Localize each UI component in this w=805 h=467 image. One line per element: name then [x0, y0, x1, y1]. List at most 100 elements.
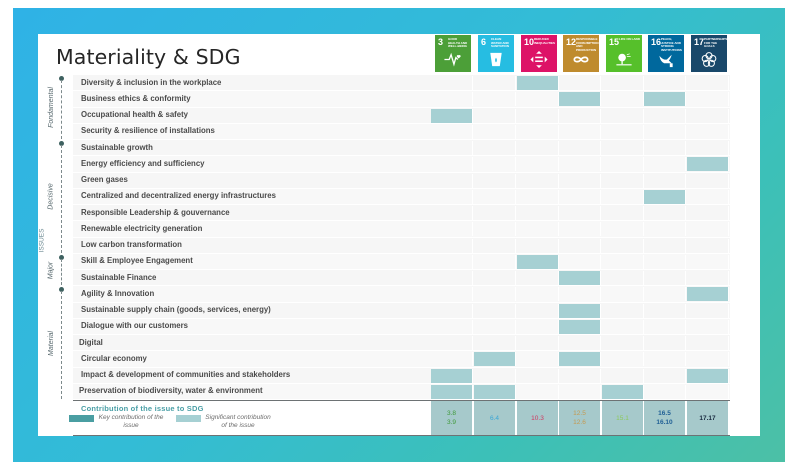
contribution-cell-sdg-16 [644, 173, 686, 188]
issue-row: Sustainable supply chain (goods, service… [73, 302, 730, 319]
contribution-cell-sdg-10 [517, 108, 559, 123]
sdg-caption: Partnerships for the goals [704, 37, 727, 48]
contribution-cell-sdg-10 [517, 336, 559, 350]
issue-row: Occupational health & safety [73, 107, 730, 124]
issue-label: Circular economy [81, 353, 147, 363]
contribution-cell-sdg-12 [559, 352, 601, 367]
sdg-17-tile: 17 Partnerships for the goals [691, 35, 727, 72]
issue-label: Diversity & inclusion in the workplace [81, 77, 222, 87]
contribution-cell-sdg-3 [431, 238, 473, 253]
contribution-cell-sdg-6 [474, 368, 516, 383]
contribution-cell-sdg-3 [431, 287, 473, 302]
contribution-cell-sdg-12 [559, 287, 601, 302]
contribution-cell-sdg-3 [431, 271, 473, 285]
issue-label: Agility & Innovation [81, 288, 155, 298]
contribution-cell-sdg-3 [431, 368, 473, 383]
sdg-number: 15 [609, 37, 620, 47]
contribution-cell-sdg-15 [602, 352, 644, 367]
sdg-number: 12 [566, 37, 577, 47]
dove-icon [659, 54, 673, 68]
contribution-cell-sdg-15 [602, 173, 644, 188]
contribution-cell-sdg-15 [602, 368, 644, 383]
contribution-cell-sdg-15 [602, 76, 644, 90]
flower-rings-icon [701, 52, 717, 67]
contribution-cell-sdg-3 [431, 303, 473, 318]
contribution-cell-sdg-10 [517, 238, 559, 253]
target-value: 12.6 [573, 419, 586, 426]
contribution-cell-sdg-12 [559, 206, 601, 220]
contribution-cell-sdg-6 [474, 319, 516, 334]
contribution-cell-sdg-6 [474, 189, 516, 204]
contribution-cell-sdg-12 [559, 92, 601, 107]
contribution-cell-sdg-12 [559, 238, 601, 253]
contribution-cell-sdg-12 [559, 157, 601, 172]
category-label-material: Material [47, 330, 55, 356]
issue-row: Preservation of biodiversity, water & en… [73, 383, 730, 400]
contribution-cell-sdg-6 [474, 76, 516, 90]
contribution-cell-sdg-12 [559, 141, 601, 155]
sdg-target-values: 3.8 3.9 6.4 10.3 12.5 12.6 15.1 16.5 16.10 17.17 [431, 401, 730, 435]
contribution-cell-sdg-10 [517, 124, 559, 139]
contribution-cell-sdg-3 [431, 124, 473, 139]
category-line [61, 258, 62, 286]
category-marker-icon [58, 141, 64, 146]
sdg-caption: Reduced inequalities [534, 37, 556, 45]
contribution-cell-sdg-3 [431, 108, 473, 123]
contribution-cell-sdg-15 [602, 157, 644, 172]
sdg-15-tile: 15 Life on land [606, 35, 642, 72]
contribution-cell-sdg-17 [687, 92, 729, 107]
contribution-cell-sdg-12 [559, 108, 601, 123]
contribution-cell-sdg-17 [687, 141, 729, 155]
issue-row: Impact & development of communities and … [73, 367, 730, 384]
contribution-cell-sdg-15 [602, 206, 644, 220]
contribution-cell-sdg-16 [644, 303, 686, 318]
contribution-cell-sdg-6 [474, 108, 516, 123]
issue-row: Agility & Innovation [73, 286, 730, 303]
contribution-cell-sdg-17 [687, 108, 729, 123]
contribution-cell-sdg-6 [474, 384, 516, 399]
target-value: 3.9 [446, 419, 457, 426]
sdg-12-targets: 12.5 12.6 [559, 401, 601, 435]
issue-label: Renewable electricity generation [81, 223, 203, 233]
issue-label: Dialogue with our customers [81, 321, 189, 331]
issue-row: Dialogue with our customers [73, 318, 730, 335]
issue-label: Centralized and decentralized energy inf… [81, 191, 276, 201]
sdg-number: 16 [651, 37, 662, 47]
contribution-cell-sdg-6 [474, 222, 516, 237]
contribution-cell-sdg-16 [644, 238, 686, 253]
significant-contribution-swatch [176, 415, 201, 422]
contribution-cell-sdg-16 [644, 368, 686, 383]
sdg-6-targets: 6.4 [474, 401, 516, 435]
infinity-icon [573, 56, 589, 63]
contribution-cell-sdg-17 [687, 384, 729, 399]
contribution-cell-sdg-6 [474, 254, 516, 269]
issue-row: Security & resilience of installations [73, 123, 730, 140]
contribution-cell-sdg-15 [602, 384, 644, 399]
contribution-cell-sdg-17 [687, 336, 729, 350]
target-value: 6.4 [489, 414, 500, 422]
contribution-cell-sdg-10 [517, 206, 559, 220]
contribution-cell-sdg-6 [474, 92, 516, 107]
sdg-3-tile: 3 Good health and well-being [435, 35, 471, 72]
issue-row: Digital [73, 335, 730, 352]
issue-label: Energy efficiency and sufficiency [81, 158, 205, 168]
issue-row: Sustainable Finance [73, 270, 730, 287]
contribution-cell-sdg-16 [644, 287, 686, 302]
issue-row: Diversity & inclusion in the workplace [73, 75, 730, 92]
target-value: 10.3 [531, 414, 544, 422]
heartbeat-icon [444, 52, 461, 67]
target-value: 17.17 [699, 414, 716, 422]
contribution-cell-sdg-3 [431, 173, 473, 188]
category-label-major: Major [47, 261, 55, 279]
contribution-cell-sdg-3 [431, 336, 473, 350]
issue-row: Responsible Leadership & gouvernance [73, 205, 730, 222]
sdg-number: 6 [481, 37, 487, 47]
contribution-cell-sdg-15 [602, 287, 644, 302]
contribution-cell-sdg-6 [474, 352, 516, 367]
key-contribution-swatch [69, 415, 94, 422]
contribution-cell-sdg-6 [474, 173, 516, 188]
contribution-cell-sdg-17 [687, 206, 729, 220]
sdg-10-tile: 10 Reduced inequalities [521, 35, 557, 72]
contribution-cell-sdg-15 [602, 141, 644, 155]
issue-label: Digital [79, 337, 103, 347]
